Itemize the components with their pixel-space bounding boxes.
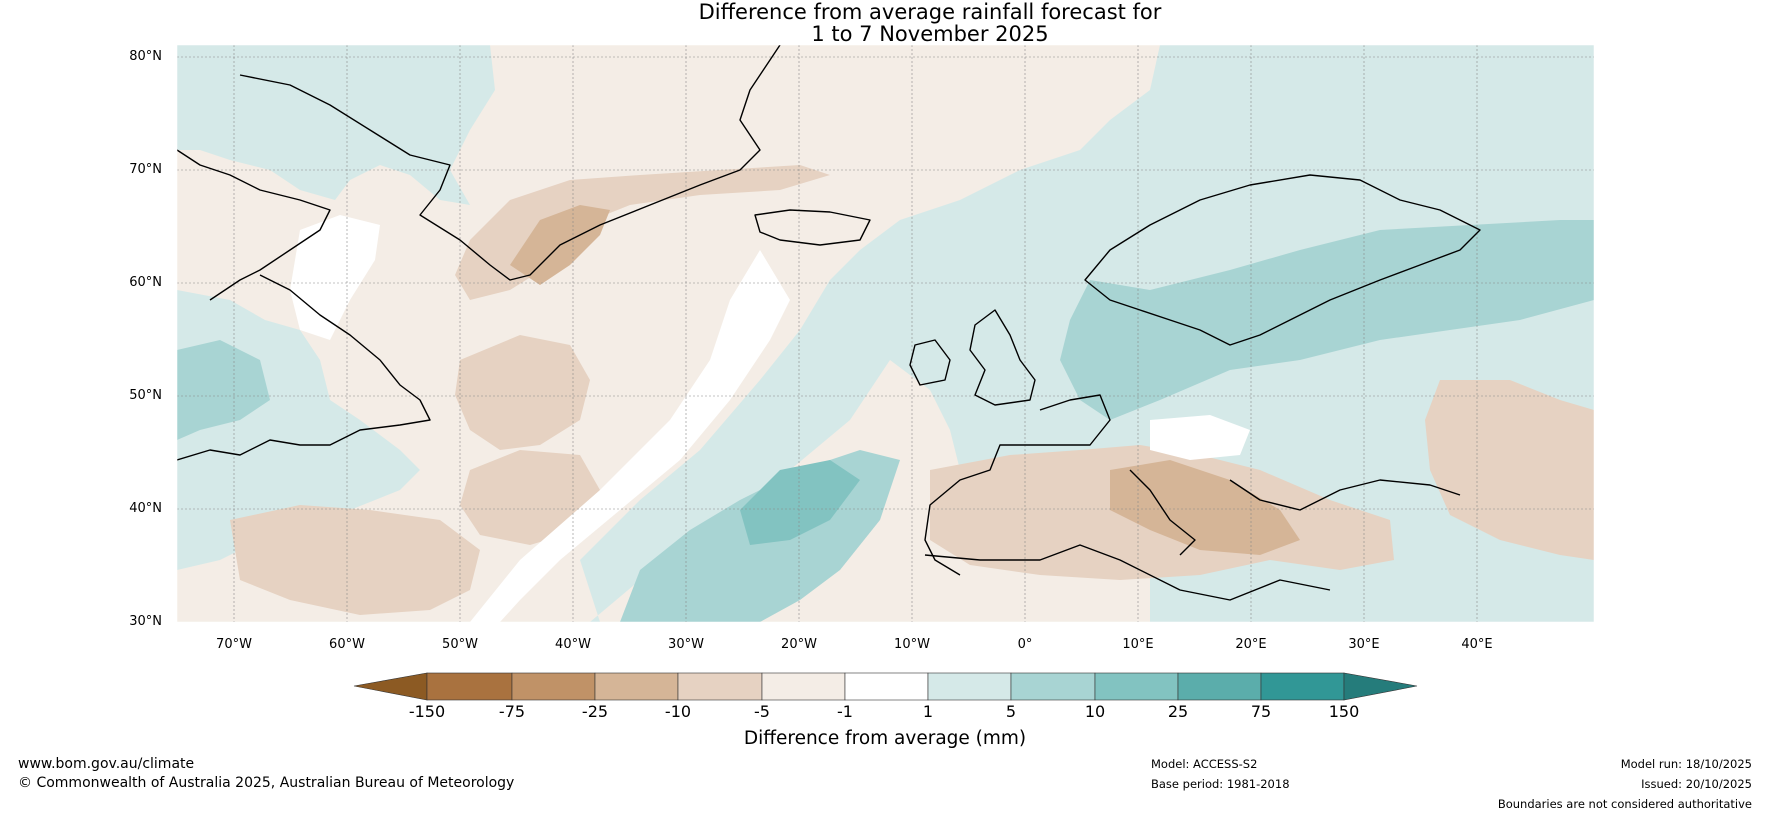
copyright-notice: © Commonwealth of Australia 2025, Austra… [18, 775, 515, 791]
neutral-band-atlantic [470, 250, 790, 622]
lon-label-0: 0° [1017, 637, 1033, 652]
colorbar-bin-4 [677, 672, 763, 701]
lat-label-60n: 60°N [129, 275, 162, 290]
colorbar-tick-minus-5: -5 [754, 702, 770, 721]
colorbar-bin-5 [761, 672, 846, 701]
colorbar-bin-9 [1094, 672, 1179, 701]
colorbar-tick-minus-150: -150 [408, 702, 446, 721]
colorbar-bin-8 [1010, 672, 1096, 701]
issued-label: Issued: 20/10/2025 [1641, 777, 1752, 791]
model-run-label: Model run: 18/10/2025 [1620, 757, 1752, 771]
colorbar-tick-75: 75 [1250, 702, 1272, 721]
colorbar-bin-3 [594, 672, 679, 701]
coastline-greenland [239, 45, 781, 281]
colorbar-extend-low [353, 672, 428, 701]
lon-label-20e: 20°E [1235, 637, 1267, 652]
map-title-line-2: 1 to 7 November 2025 [811, 22, 1049, 46]
dry-anomaly-greenland-coast [455, 165, 830, 300]
colorbar-bin-6 [844, 672, 929, 701]
colorbar-title: Difference from average (mm) [743, 728, 1027, 749]
coastline-europe-west [924, 394, 1111, 576]
colorbar-tick-25: 25 [1167, 702, 1189, 721]
colorbar-tick-minus-25: -25 [581, 702, 609, 721]
wet-anomaly-canada-pocket [177, 340, 270, 440]
lat-label-80n: 80°N [129, 49, 162, 64]
dry-anomaly-subtropical-west [230, 505, 480, 615]
colorbar-bin-11 [1260, 672, 1345, 701]
colorbar-bin-10 [1177, 672, 1262, 701]
coastline-britain [969, 309, 1036, 406]
coastlines [177, 45, 1481, 601]
neutral-band-europe [1150, 415, 1250, 460]
lon-label-30e: 30°E [1348, 637, 1380, 652]
lon-label-30w: 30°W [668, 637, 704, 652]
dry-anomaly-east [1425, 380, 1594, 560]
map-title-line-1: Difference from average rainfall forecas… [698, 0, 1162, 24]
lon-label-20w: 20°W [781, 637, 817, 652]
coastline-canada-arctic [177, 149, 331, 301]
coastline-labrador [177, 274, 431, 461]
lon-label-40e: 40°E [1461, 637, 1493, 652]
wet-anomaly-scandinavia-baltic [1060, 220, 1594, 420]
colorbar-tick-5: 5 [1005, 702, 1017, 721]
map-frame [176, 44, 1595, 623]
lon-label-40w: 40°W [555, 637, 591, 652]
coastline-iceland [754, 209, 871, 246]
base-period-label: Base period: 1981-2018 [1151, 777, 1290, 791]
lon-label-60w: 60°W [329, 637, 365, 652]
colorbar-bin-7 [927, 672, 1012, 701]
dry-anomaly-mediterranean-core [1110, 460, 1300, 555]
lon-label-10w: 10°W [894, 637, 930, 652]
coastline-italy [1129, 469, 1196, 556]
colorbar-tick-minus-75: -75 [498, 702, 526, 721]
lat-label-50n: 50°N [129, 388, 162, 403]
colorbar-extend-high [1343, 672, 1418, 701]
lon-label-50w: 50°W [442, 637, 478, 652]
colorbar-tick-1: 1 [922, 702, 934, 721]
wet-anomaly-atlantic-core [740, 460, 860, 545]
colorbar-bin-1 [426, 672, 513, 701]
colorbar [353, 672, 1418, 701]
boundaries-disclaimer: Boundaries are not considered authoritat… [1497, 797, 1752, 811]
colorbar-tick-minus-10: -10 [664, 702, 692, 721]
colorbar-tick-150: 150 [1328, 702, 1360, 721]
coastline-scandinavia [1084, 174, 1481, 346]
map-gridlines [177, 45, 1594, 622]
coastline-greece-turkey [1229, 479, 1461, 511]
wet-anomaly-greenland-arctic [177, 45, 495, 205]
lat-label-30n: 30°N [129, 614, 162, 629]
lon-label-70w: 70°W [216, 637, 252, 652]
model-label: Model: ACCESS-S2 [1151, 757, 1258, 771]
dry-anomaly-west-atlantic [455, 335, 590, 450]
lat-label-40n: 40°N [129, 501, 162, 516]
lon-label-10e: 10°E [1122, 637, 1154, 652]
lat-label-70n: 70°N [129, 162, 162, 177]
coastline-north-africa [924, 544, 1331, 601]
website-link[interactable]: www.bom.gov.au/climate [18, 756, 195, 772]
colorbar-bin-2 [511, 672, 596, 701]
colorbar-tick-minus-1: -1 [837, 702, 853, 721]
colorbar-tick-10: 10 [1084, 702, 1106, 721]
coastline-ireland [909, 339, 951, 386]
